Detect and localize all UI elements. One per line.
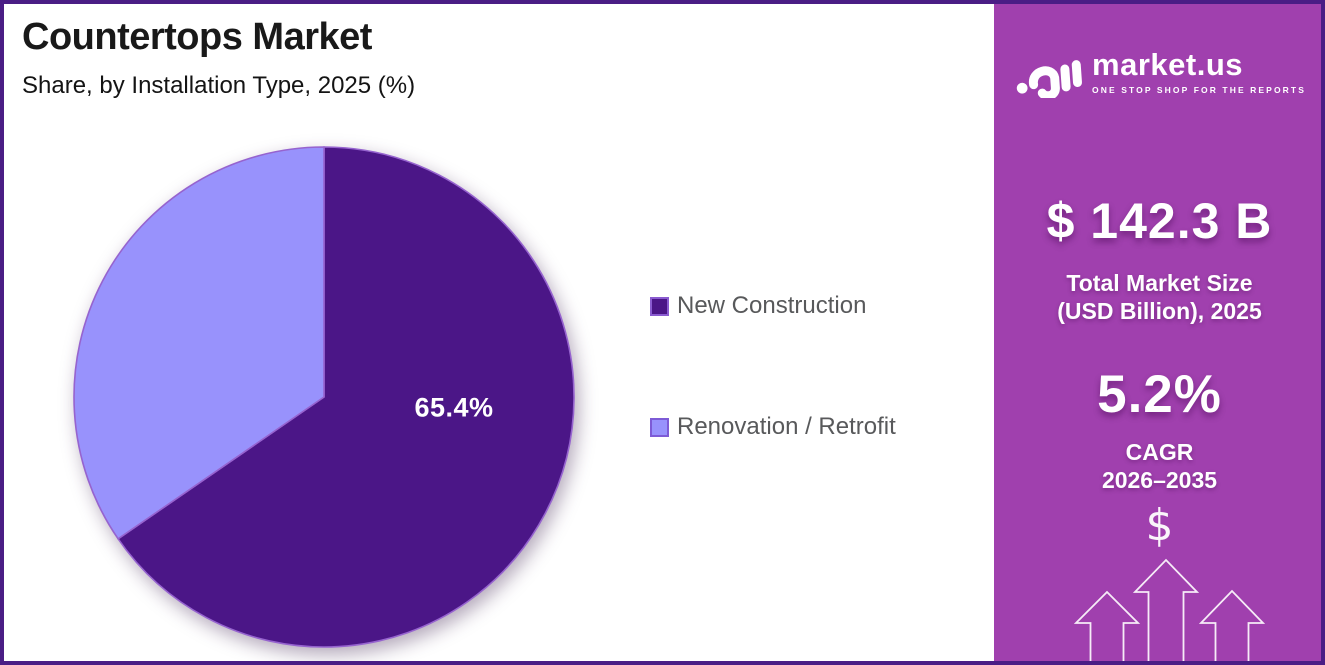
page-title: Countertops Market <box>22 16 372 58</box>
legend-item-new-construction: New Construction <box>650 292 896 319</box>
cagr-value: 5.2% <box>1097 365 1222 424</box>
legend-label: New Construction <box>677 292 867 319</box>
growth-arrows-icon <box>1073 558 1266 661</box>
dollar-symbol: $ <box>1145 500 1174 551</box>
legend-label: Renovation / Retrofit <box>677 413 896 440</box>
brand-name: market.us <box>1092 47 1243 82</box>
market-size-caption-line1: Total Market Size <box>1066 270 1253 296</box>
pie-chart <box>73 146 575 648</box>
cagr-label-line1: CAGR <box>1125 439 1194 465</box>
market-size-caption: Total Market Size (USD Billion), 2025 <box>994 270 1321 325</box>
legend-swatch-new-construction-icon <box>650 296 669 316</box>
chart-legend: New Construction Renovation / Retrofit <box>650 292 896 440</box>
market-size-value: $ 142.3 B <box>1046 193 1273 249</box>
cagr-label: CAGR 2026–2035 <box>994 438 1321 494</box>
pie-slice-data-label: 65.4% <box>414 392 494 423</box>
brand-text-block: market.us ONE STOP SHOP FOR THE REPORTS <box>1092 49 1306 95</box>
page-subtitle: Share, by Installation Type, 2025 (%) <box>22 72 416 99</box>
market-size-caption-line2: (USD Billion), 2025 <box>1057 297 1262 324</box>
sidebar-panel: market.us ONE STOP SHOP FOR THE REPORTS … <box>994 4 1321 661</box>
brand-tagline: ONE STOP SHOP FOR THE REPORTS <box>1092 85 1306 95</box>
legend-swatch-renovation-retrofit-icon <box>650 417 669 437</box>
brand-logo: market.us ONE STOP SHOP FOR THE REPORTS <box>994 46 1321 98</box>
chart-area: Countertops Market Share, by Installatio… <box>4 4 994 661</box>
legend-item-renovation-retrofit: Renovation / Retrofit <box>650 413 896 440</box>
marketus-logo-icon <box>1016 60 1083 98</box>
cagr-label-line2: 2026–2035 <box>1101 467 1218 494</box>
